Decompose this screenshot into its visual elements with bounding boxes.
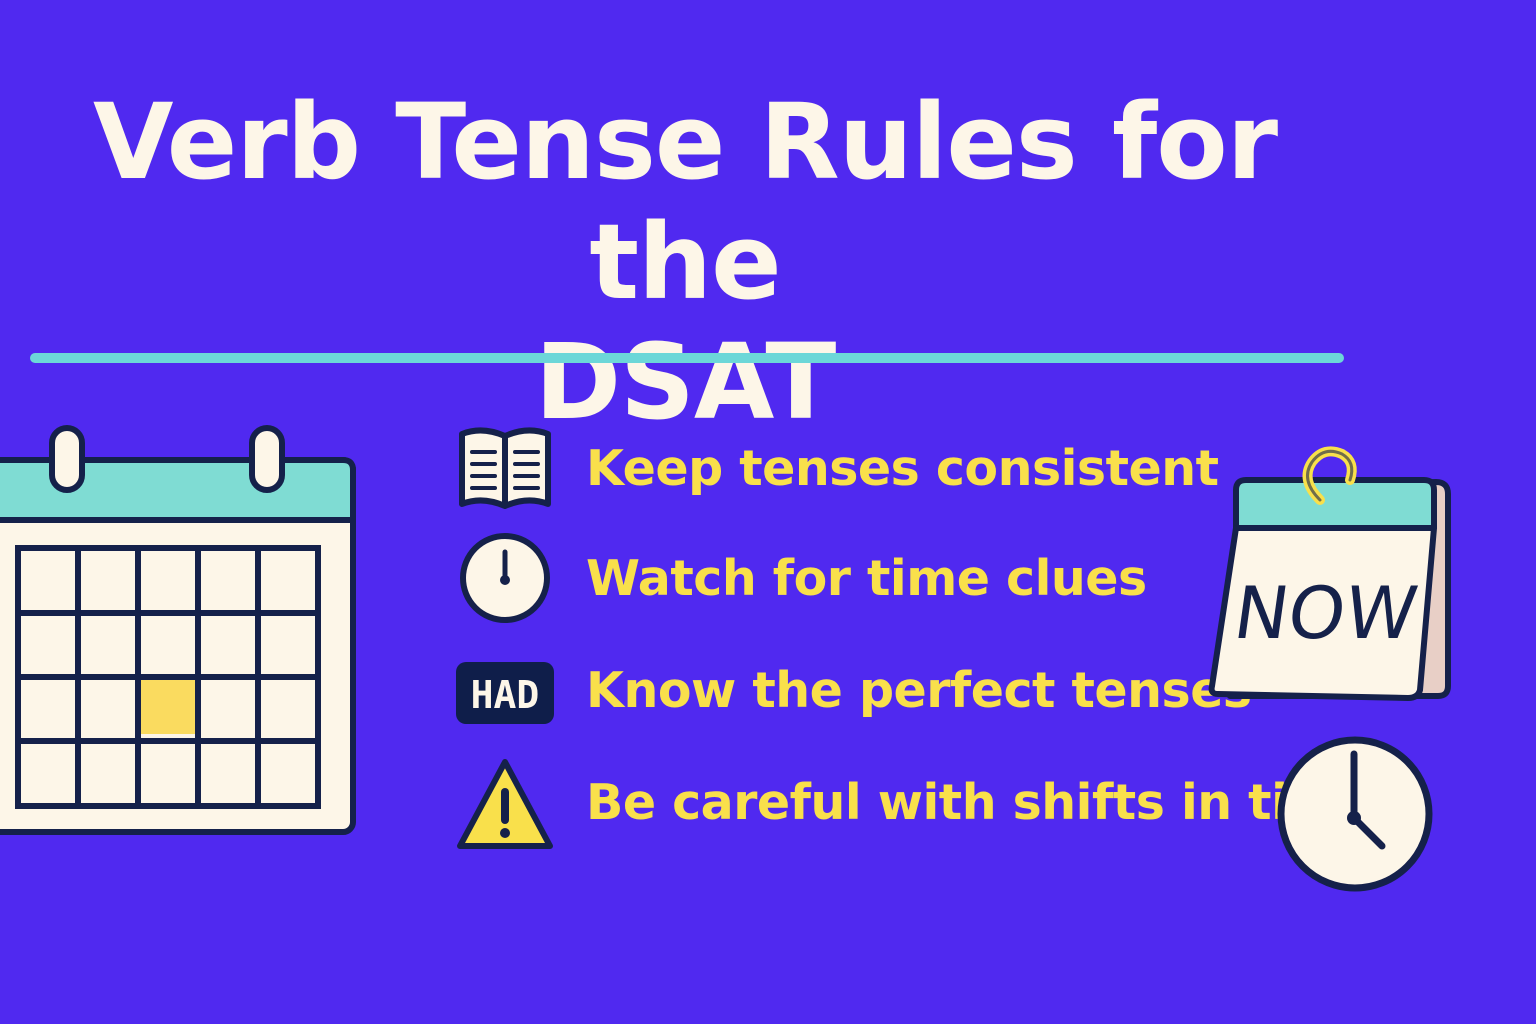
tip-item-shifts: Be careful with shifts in time	[450, 752, 1371, 852]
title-line-1: Verb Tense Rules for the	[92, 81, 1278, 323]
calendar-icon	[0, 425, 356, 835]
title-divider	[30, 353, 1344, 363]
warning-icon	[450, 752, 560, 852]
page-title: Verb Tense Rules for the DSAT	[0, 82, 1370, 442]
had-badge-label: HAD	[471, 673, 540, 717]
tip-item-perfect-tenses: HAD Know the perfect tenses	[450, 640, 1310, 740]
tip-label: Keep tenses consistent	[586, 439, 1219, 497]
title-line-2: DSAT	[534, 321, 837, 443]
book-icon	[450, 418, 560, 518]
clock-icon	[450, 528, 560, 628]
tip-label: Know the perfect tenses	[586, 661, 1252, 719]
now-calendar-icon: NOW	[1208, 446, 1451, 701]
tip-label: Watch for time clues	[586, 549, 1147, 607]
wall-clock-icon	[1277, 736, 1433, 892]
tip-item-consistent: Keep tenses consistent	[450, 418, 1310, 518]
tip-label: Be careful with shifts in time	[586, 773, 1371, 831]
now-label: NOW	[1229, 572, 1422, 656]
tip-item-time-clues: Watch for time clues	[450, 528, 1310, 628]
had-badge-icon: HAD	[450, 640, 560, 740]
